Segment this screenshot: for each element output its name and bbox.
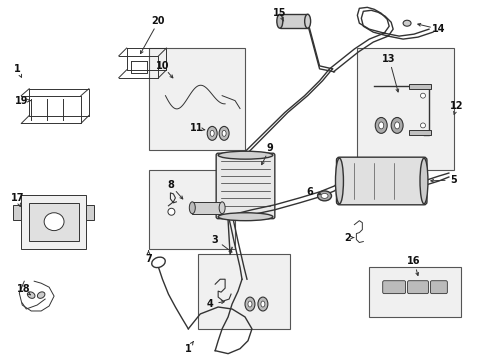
Ellipse shape <box>321 193 328 198</box>
Text: 6: 6 <box>306 187 313 197</box>
Ellipse shape <box>152 257 165 267</box>
Text: 18: 18 <box>17 284 30 294</box>
FancyBboxPatch shape <box>430 281 447 294</box>
Text: 5: 5 <box>450 175 457 185</box>
Ellipse shape <box>248 301 252 307</box>
Ellipse shape <box>210 130 214 136</box>
Ellipse shape <box>379 122 384 129</box>
Bar <box>357 48 454 170</box>
Ellipse shape <box>336 158 343 204</box>
Text: 16: 16 <box>407 256 421 266</box>
Bar <box>148 48 245 150</box>
Ellipse shape <box>219 126 229 140</box>
Text: 20: 20 <box>152 16 165 26</box>
Text: 13: 13 <box>382 54 396 64</box>
Bar <box>29 203 79 240</box>
Text: 14: 14 <box>432 24 445 34</box>
Bar <box>280 14 308 28</box>
Text: 17: 17 <box>11 193 24 203</box>
Ellipse shape <box>37 292 45 298</box>
Ellipse shape <box>375 117 387 133</box>
Bar <box>13 205 21 220</box>
Bar <box>409 84 431 89</box>
Text: 7: 7 <box>145 255 152 264</box>
Ellipse shape <box>219 202 225 214</box>
Text: 10: 10 <box>156 61 169 71</box>
Bar <box>369 267 461 317</box>
Ellipse shape <box>277 14 283 28</box>
Ellipse shape <box>258 297 268 311</box>
Bar <box>148 170 235 249</box>
Text: 1: 1 <box>14 64 21 74</box>
Ellipse shape <box>189 202 196 214</box>
Ellipse shape <box>27 292 35 298</box>
FancyBboxPatch shape <box>216 153 275 219</box>
Ellipse shape <box>391 117 403 133</box>
Text: 19: 19 <box>15 96 28 105</box>
Bar <box>21 195 86 249</box>
Ellipse shape <box>207 126 217 140</box>
Ellipse shape <box>305 14 311 28</box>
FancyBboxPatch shape <box>337 157 427 205</box>
Ellipse shape <box>403 20 411 26</box>
Ellipse shape <box>261 301 265 307</box>
Text: 3: 3 <box>212 234 219 244</box>
Bar <box>86 205 94 220</box>
FancyBboxPatch shape <box>383 281 406 294</box>
Ellipse shape <box>222 130 226 136</box>
Ellipse shape <box>420 123 425 128</box>
Ellipse shape <box>420 93 425 98</box>
Ellipse shape <box>218 151 273 159</box>
Ellipse shape <box>218 213 273 221</box>
Ellipse shape <box>318 191 332 201</box>
Ellipse shape <box>394 122 400 129</box>
Bar <box>198 255 290 329</box>
Text: 1: 1 <box>185 344 192 354</box>
Text: 2: 2 <box>344 233 351 243</box>
Ellipse shape <box>44 213 64 231</box>
FancyBboxPatch shape <box>408 281 428 294</box>
Text: 15: 15 <box>273 8 287 18</box>
Ellipse shape <box>168 208 175 215</box>
Bar <box>192 202 222 214</box>
Bar <box>409 130 431 135</box>
Ellipse shape <box>245 297 255 311</box>
Text: 9: 9 <box>267 143 273 153</box>
Text: 11: 11 <box>190 123 203 134</box>
Text: 12: 12 <box>450 100 464 111</box>
Text: 4: 4 <box>207 299 214 309</box>
Text: 8: 8 <box>167 180 174 190</box>
Ellipse shape <box>420 158 428 204</box>
